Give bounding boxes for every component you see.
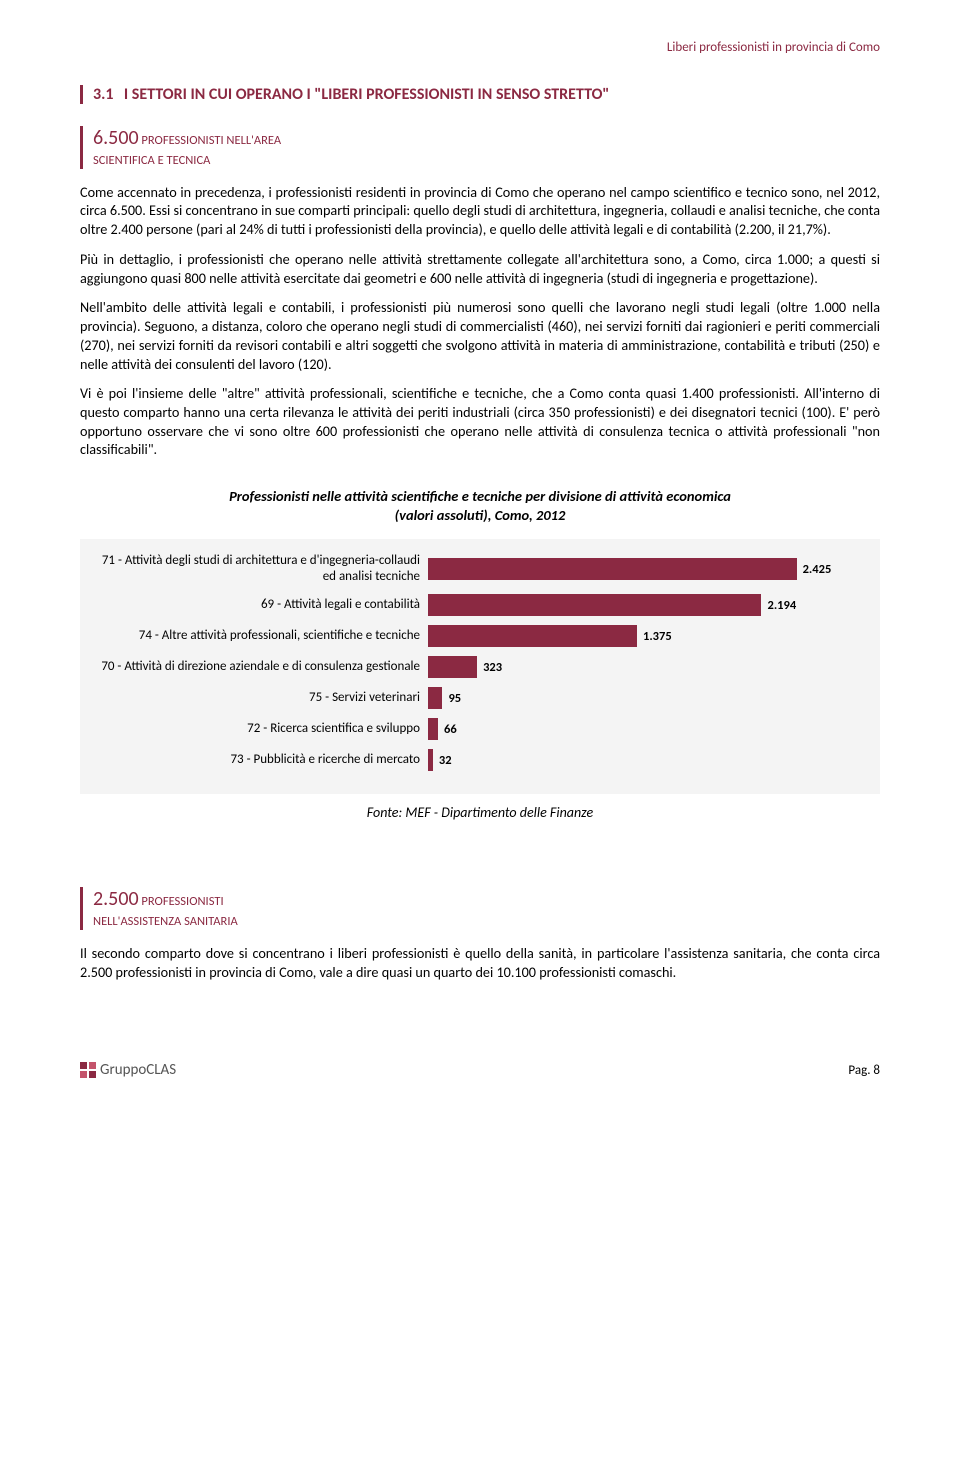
chart-row: 75 - Servizi veterinari 95	[88, 687, 862, 709]
paragraph-2: Più in dettaglio, i professionisti che o…	[80, 250, 880, 287]
chart-bar	[428, 558, 797, 580]
chart-bar-value: 2.425	[803, 562, 832, 577]
paragraph-4: Vi è poi l'insieme delle "altre" attivit…	[80, 384, 880, 459]
chart-bar-wrap: 95	[428, 687, 862, 709]
chart-row: 69 - Attività legali e contabilità 2.194	[88, 594, 862, 616]
chart-bar-value: 95	[448, 691, 461, 706]
paragraph-1: Come accennato in precedenza, i professi…	[80, 183, 880, 239]
section-title-text: I SETTORI IN CUI OPERANO I "LIBERI PROFE…	[124, 85, 610, 104]
footer-page-number: Pag. 8	[848, 1063, 880, 1078]
subheading-1: 6.500 PROFESSIONISTI NELL'AREA SCIENTIFI…	[80, 126, 880, 169]
chart-bar-wrap: 2.425	[428, 558, 862, 580]
subheading-2-line2: NELL'ASSISTENZA SANITARIA	[93, 914, 238, 929]
chart-row: 73 - Pubblicità e ricerche di mercato 32	[88, 749, 862, 771]
chart-bar	[428, 718, 438, 740]
chart-bar-wrap: 2.194	[428, 594, 862, 616]
footer-logo: GruppoCLAS	[80, 1061, 176, 1079]
chart-row-label: 70 - Attività di direzione aziendale e d…	[88, 659, 428, 675]
running-header: Liberi professionisti in provincia di Co…	[80, 40, 880, 55]
chart-row-label: 75 - Servizi veterinari	[88, 690, 428, 706]
paragraph-5: Il secondo comparto dove si concentrano …	[80, 944, 880, 981]
chart-bar-value: 2.194	[767, 598, 796, 613]
chart-bar-value: 32	[439, 753, 452, 768]
chart-bar-value: 66	[444, 722, 457, 737]
chart-bar-value: 1.375	[643, 629, 672, 644]
subheading-2-number: 2.500	[93, 887, 139, 911]
section-number: 3.1	[93, 85, 114, 104]
section-heading: 3.1 I SETTORI IN CUI OPERANO I "LIBERI P…	[80, 85, 880, 104]
chart-row-label: 73 - Pubblicità e ricerche di mercato	[88, 752, 428, 768]
chart-block: Professionisti nelle attività scientific…	[80, 487, 880, 821]
subheading-2: 2.500 PROFESSIONISTI NELL'ASSISTENZA SAN…	[80, 887, 880, 930]
chart-title-line1: Professionisti nelle attività scientific…	[229, 487, 731, 505]
chart-row-label: 72 - Ricerca scientifica e sviluppo	[88, 721, 428, 737]
chart-bar	[428, 656, 477, 678]
chart-row: 74 - Altre attività professionali, scien…	[88, 625, 862, 647]
chart-row: 72 - Ricerca scientifica e sviluppo 66	[88, 718, 862, 740]
chart-bar	[428, 594, 761, 616]
chart-bar	[428, 749, 433, 771]
chart-bar-wrap: 32	[428, 749, 862, 771]
section-title	[117, 85, 124, 104]
chart-bar-wrap: 323	[428, 656, 862, 678]
chart-area: 71 - Attività degli studi di architettur…	[80, 539, 880, 795]
subheading-1-number: 6.500	[93, 126, 139, 150]
chart-row-label: 74 - Altre attività professionali, scien…	[88, 628, 428, 644]
chart-row: 70 - Attività di direzione aziendale e d…	[88, 656, 862, 678]
chart-row-label: 71 - Attività degli studi di architettur…	[88, 553, 428, 586]
chart-row-label: 69 - Attività legali e contabilità	[88, 597, 428, 613]
subheading-1-line2: SCIENTIFICA E TECNICA	[93, 153, 210, 168]
chart-title: Professionisti nelle attività scientific…	[80, 487, 880, 525]
subheading-2-line1: PROFESSIONISTI	[139, 894, 224, 909]
chart-bar	[428, 687, 442, 709]
chart-bar-wrap: 1.375	[428, 625, 862, 647]
footer-logo-text: GruppoCLAS	[100, 1061, 176, 1079]
subheading-1-line1: PROFESSIONISTI NELL'AREA	[139, 133, 281, 148]
chart-bar	[428, 625, 637, 647]
chart-source: Fonte: MEF - Dipartimento delle Finanze	[80, 804, 880, 821]
logo-icon	[80, 1062, 96, 1078]
page-footer: GruppoCLAS Pag. 8	[80, 1061, 880, 1079]
chart-row: 71 - Attività degli studi di architettur…	[88, 553, 862, 586]
chart-title-line2: (valori assoluti), Como, 2012	[395, 506, 566, 524]
paragraph-3: Nell'ambito delle attività legali e cont…	[80, 298, 880, 373]
chart-bar-value: 323	[483, 660, 502, 675]
chart-bar-wrap: 66	[428, 718, 862, 740]
